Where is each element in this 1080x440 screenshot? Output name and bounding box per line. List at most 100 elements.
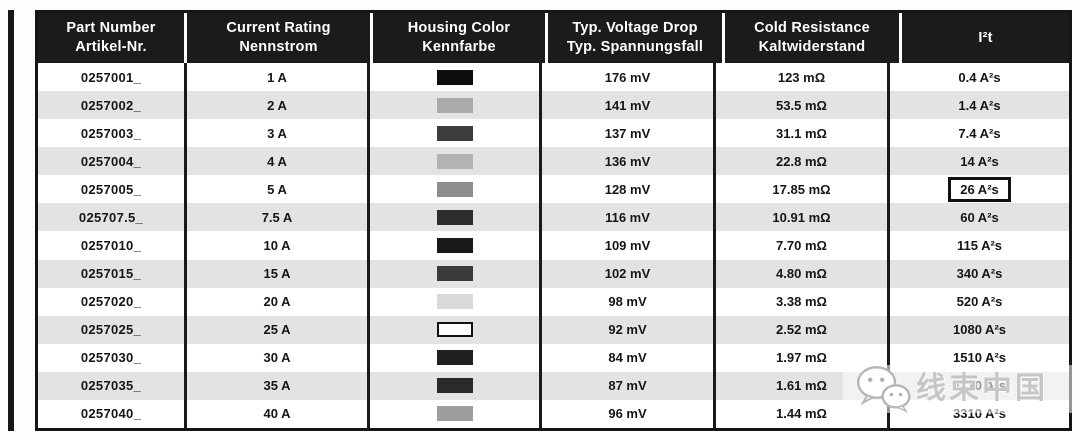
column-header-line1: Current Rating [226,20,331,37]
cell-housing-color [367,119,539,148]
cell-housing-color [367,175,539,204]
cell-cold-resistance: 1.44 mΩ [713,399,887,429]
cell-cold-resistance: 22.8 mΩ [713,147,887,176]
cell-current-rating: 4 A [184,147,367,176]
table-row: 0257025_ 25 A 92 mV 2.52 mΩ 1080 A²s [38,315,1069,344]
cell-housing-color [367,343,539,372]
housing-color-swatch [436,322,473,338]
cell-voltage-drop: 109 mV [539,231,713,260]
cell-voltage-drop: 136 mV [539,147,713,176]
cell-housing-color [367,203,539,232]
cell-part-number: 0257040_ [80,406,142,422]
cell-voltage-drop: 128 mV [539,175,713,204]
scan-edge-bar [8,10,14,431]
cell-voltage-drop: 98 mV [539,287,713,316]
housing-color-swatch [436,209,473,225]
column-header-cold-resistance: Cold Resistance Kaltwiderstand [725,13,899,63]
table-row: 0257010_ 10 A 109 mV 7.70 mΩ 115 A²s [38,231,1069,260]
cell-i2t: 14 A²s [887,147,1069,176]
cell-housing-color [367,147,539,176]
column-header-line2: Typ. Spannungsfall [566,39,704,55]
i2t-highlight-box: 26 A²s [948,176,1011,202]
cell-cold-resistance: 53.5 mΩ [713,91,887,120]
cell-part-number: 0257025_ [80,322,142,338]
cell-i2t: 7.4 A²s [887,119,1069,148]
cell-part-number: 0257020_ [80,294,142,310]
column-header-voltage-drop: Typ. Voltage Drop Typ. Spannungsfall [548,13,722,63]
cell-housing-color [367,315,539,344]
cell-cold-resistance: 17.85 mΩ [713,175,887,204]
cell-part-number: 0257010_ [80,238,142,253]
watermark-text: 线束中国 [916,372,1048,405]
table-row: 0257015_ 15 A 102 mV 4.80 mΩ 340 A²s [38,259,1069,288]
table-row: 0257002_ 2 A 141 mV 53.5 mΩ 1.4 A²s [38,91,1069,120]
column-header-line2: Kennfarbe [422,39,496,55]
housing-color-swatch [436,153,473,169]
cell-cold-resistance: 10.91 mΩ [713,203,887,232]
cell-i2t: 60 A²s [887,203,1069,232]
cell-i2t: 1.4 A²s [887,91,1069,120]
column-header-line1: I²t [978,29,993,46]
cell-part-number: 025707.5_ [78,209,144,225]
cell-part-number: 0257003_ [80,125,142,141]
cell-voltage-drop: 84 mV [539,343,713,372]
housing-color-swatch [436,294,473,310]
cell-part-number: 0257030_ [80,350,142,366]
cell-current-rating: 5 A [184,175,367,204]
cell-part-number: 0257005_ [80,181,142,197]
cell-i2t: 1510 A²s [887,343,1069,372]
cell-current-rating: 25 A [184,315,367,344]
cell-current-rating: 1 A [184,63,367,92]
cell-cold-resistance: 123 mΩ [713,63,887,92]
cell-part-number: 0257002_ [80,97,142,113]
cell-part-number: 0257035_ [80,378,142,394]
cell-voltage-drop: 116 mV [539,203,713,232]
cell-i2t: 26 A²s [887,175,1069,204]
cell-cold-resistance: 1.61 mΩ [713,371,887,400]
cell-voltage-drop: 137 mV [539,119,713,148]
cell-i2t: 115 A²s [887,231,1069,260]
cell-cold-resistance: 2.52 mΩ [713,315,887,344]
cell-current-rating: 40 A [184,399,367,429]
cell-voltage-drop: 141 mV [539,91,713,120]
housing-color-swatch [436,97,473,113]
housing-color-swatch [436,125,473,141]
cell-i2t: 340 A²s [887,259,1069,288]
column-header-line1: Cold Resistance [754,20,870,37]
cell-current-rating: 20 A [184,287,367,316]
cell-current-rating: 15 A [184,259,367,288]
cell-housing-color [367,259,539,288]
cell-voltage-drop: 102 mV [539,259,713,288]
cell-housing-color [367,231,539,260]
table-row: 0257020_ 20 A 98 mV 3.38 mΩ 520 A²s [38,287,1069,316]
table-row: 0257005_ 5 A 128 mV 17.85 mΩ 26 A²s [38,175,1069,204]
cell-i2t: 1080 A²s [887,315,1069,344]
column-header-line1: Housing Color [407,20,511,37]
housing-color-swatch [436,406,473,422]
column-header-line2: Artikel-Nr. [75,39,147,55]
cell-voltage-drop: 92 mV [539,315,713,344]
cell-current-rating: 35 A [184,371,367,400]
cell-current-rating: 10 A [184,231,367,260]
cell-current-rating: 2 A [184,91,367,120]
cell-voltage-drop: 87 mV [539,371,713,400]
table-row: 0257003_ 3 A 137 mV 31.1 mΩ 7.4 A²s [38,119,1069,148]
cell-cold-resistance: 7.70 mΩ [713,231,887,260]
cell-housing-color [367,91,539,120]
fuse-spec-table: Part Number Artikel-Nr. Current Rating Nenn… [35,10,1072,431]
cell-housing-color [367,399,539,429]
cell-cold-resistance: 1.97 mΩ [713,343,887,372]
cell-current-rating: 7.5 A [184,203,367,232]
column-header-housing-color: Housing Color Kennfarbe [373,13,545,63]
wechat-icon [856,365,912,413]
cell-housing-color [367,63,539,92]
cell-voltage-drop: 176 mV [539,63,713,92]
housing-color-swatch [436,266,473,282]
cell-cold-resistance: 4.80 mΩ [713,259,887,288]
cell-part-number: 0257015_ [80,266,142,282]
housing-color-swatch [436,181,473,197]
cell-housing-color [367,371,539,400]
column-header-current-rating: Current Rating Nennstrom [187,13,370,63]
cell-housing-color [367,287,539,316]
